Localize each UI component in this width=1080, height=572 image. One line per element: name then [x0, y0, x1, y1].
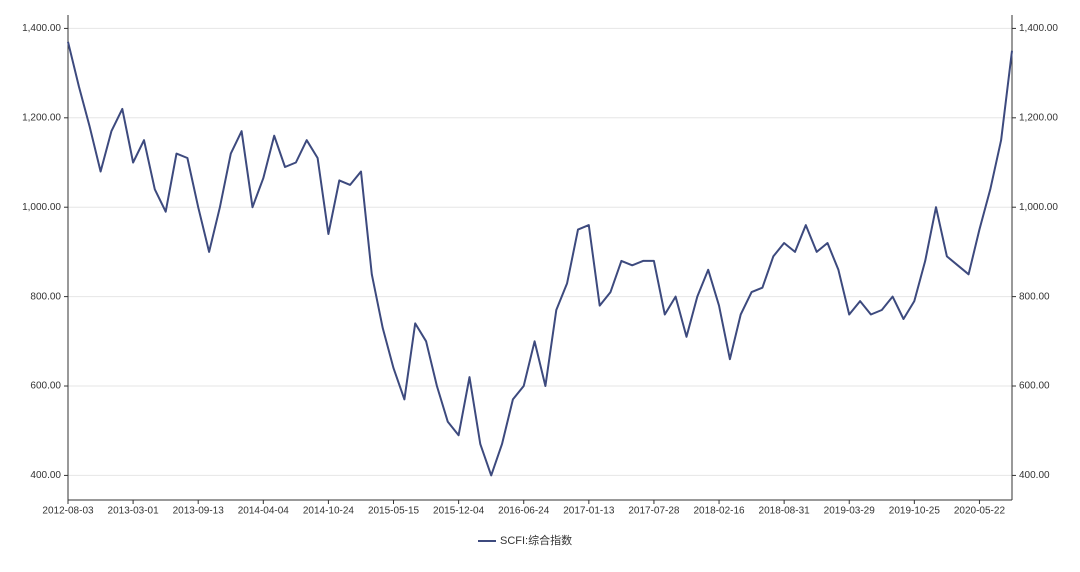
y-tick-label: 800.00 [30, 291, 61, 302]
series-line [67, 41, 1013, 477]
x-tick-label: 2019-03-29 [824, 506, 876, 517]
x-tick-label: 2015-12-04 [433, 506, 485, 517]
x-tick-label: 2013-03-01 [108, 506, 160, 517]
x-tick-label: 2020-05-22 [954, 506, 1006, 517]
y2-tick-label: 400.00 [1019, 470, 1050, 481]
y2-tick-label: 1,400.00 [1019, 23, 1058, 34]
y-tick-label: 1,400.00 [22, 23, 61, 34]
x-tick-label: 2017-01-13 [563, 506, 615, 517]
x-tick-label: 2013-09-13 [173, 506, 225, 517]
x-tick-label: 2016-06-24 [498, 506, 550, 517]
legend-label: SCFI:综合指数 [500, 533, 572, 547]
x-tick-label: 2015-05-15 [368, 506, 420, 517]
y-tick-label: 400.00 [30, 470, 61, 481]
y-tick-label: 1,200.00 [22, 112, 61, 123]
y2-tick-label: 600.00 [1019, 381, 1050, 392]
x-tick-label: 2012-08-03 [42, 506, 94, 517]
x-tick-label: 2018-02-16 [693, 506, 745, 517]
x-tick-label: 2018-08-31 [759, 506, 811, 517]
y-tick-label: 600.00 [30, 381, 61, 392]
y2-tick-label: 800.00 [1019, 291, 1050, 302]
y-tick-label: 1,000.00 [22, 202, 61, 213]
x-tick-label: 2014-10-24 [303, 506, 355, 517]
x-tick-label: 2014-04-04 [238, 506, 290, 517]
y2-tick-label: 1,200.00 [1019, 112, 1058, 123]
y2-tick-label: 1,000.00 [1019, 202, 1058, 213]
x-tick-label: 2019-10-25 [889, 506, 941, 517]
x-tick-label: 2017-07-28 [628, 506, 680, 517]
